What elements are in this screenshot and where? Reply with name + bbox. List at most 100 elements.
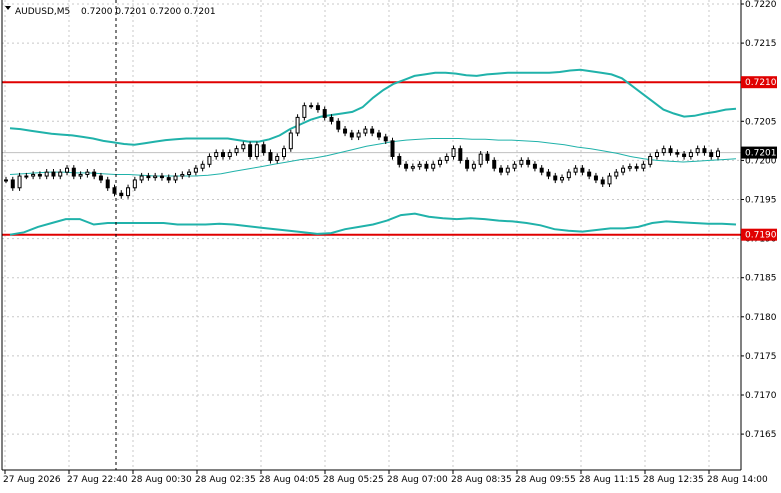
x-tick-label: 28 Aug 12:35 (643, 475, 704, 485)
candle-body (370, 128, 375, 134)
candle-body (695, 148, 700, 154)
y-tick-label: 0.7180 (745, 313, 777, 323)
symbol-timeframe: AUDUSD,M5 (15, 7, 70, 17)
candle-body (539, 167, 544, 173)
candle-body (288, 132, 293, 150)
candle-body (234, 148, 239, 154)
candle-body (173, 175, 178, 181)
level-price-box (741, 76, 777, 89)
candle-body (376, 132, 381, 138)
candle-body (627, 166, 632, 169)
chart-header: AUDUSD,M5 0.7200 0.7201 0.7200 0.7201 (5, 6, 216, 17)
candle-body (159, 175, 164, 179)
candle-body (166, 177, 171, 181)
candle-body (31, 173, 36, 177)
candle-body (526, 159, 531, 165)
candle-body (248, 144, 253, 157)
candle-body (132, 179, 137, 189)
candle-body (688, 152, 693, 157)
candle-body (315, 105, 320, 111)
candle-body (336, 120, 341, 130)
candle-body (634, 166, 639, 169)
candle-body (410, 166, 415, 169)
candle-body (383, 136, 388, 142)
candle-body (621, 167, 626, 173)
candle-body (44, 171, 49, 177)
candle-body (153, 175, 158, 179)
candle-body (451, 148, 456, 157)
candle-body (553, 175, 558, 181)
candle-body (4, 179, 8, 182)
candle-body (485, 153, 490, 161)
current-price-label: 0.7201 (745, 149, 777, 159)
lower-band-line (9, 212, 737, 236)
candle-body (512, 163, 517, 169)
x-tick-label: 28 Aug 11:15 (579, 475, 640, 485)
candle-body (614, 171, 619, 177)
candle-body (505, 167, 510, 173)
candle-body (295, 116, 300, 134)
candle-body (641, 163, 646, 169)
candle-body (112, 187, 117, 194)
candle-body (254, 144, 259, 157)
candle-body (471, 163, 476, 169)
candle-body (546, 171, 551, 177)
x-tick-label: 28 Aug 14:00 (707, 475, 768, 485)
candle-body (675, 152, 680, 155)
candle-body (24, 175, 29, 178)
candle-body (499, 167, 504, 173)
candle-body (478, 153, 483, 165)
price-labels: 0.7210 0.7190 0.7201 (741, 76, 777, 241)
candle-body (241, 144, 246, 150)
candle-body (275, 155, 280, 161)
candle-body (349, 132, 354, 138)
bollinger-bands (9, 68, 737, 236)
candle-body (309, 105, 314, 108)
candles (4, 102, 720, 199)
upper-band-line (9, 68, 737, 146)
x-tick-label: 28 Aug 04:05 (259, 475, 320, 485)
level-price-label: 0.7190 (745, 231, 777, 241)
candle-body (105, 179, 110, 189)
candle-body (404, 163, 409, 169)
candle-body (187, 171, 192, 175)
ohlc-values: 0.7200 0.7201 0.7200 0.7201 (81, 7, 216, 17)
y-tick-label: 0.7185 (745, 274, 777, 284)
candle-body (532, 163, 537, 169)
candle-body (417, 163, 422, 168)
x-tick-label: 27 Aug 22:40 (67, 475, 128, 485)
candle-body (58, 171, 63, 177)
candle-body (444, 155, 449, 161)
y-tick-label: 0.7215 (745, 39, 777, 49)
candle-body (437, 159, 442, 165)
candle-body (465, 159, 470, 169)
candle-body (356, 132, 361, 138)
candle-body (580, 167, 585, 173)
candle-body (214, 152, 219, 157)
y-tick-label: 0.7195 (745, 196, 777, 206)
candle-body (92, 171, 97, 177)
candle-body (37, 173, 42, 177)
candle-body (668, 148, 673, 154)
candle-body (492, 159, 497, 169)
x-tick-label: 28 Aug 09:55 (515, 475, 576, 485)
candle-body (227, 152, 232, 157)
x-tick-label: 28 Aug 08:35 (451, 475, 512, 485)
x-tick-label: 27 Aug 2026 (3, 475, 61, 485)
candle-body (200, 163, 205, 169)
candle-body (661, 148, 666, 154)
candle-body (600, 179, 605, 185)
candle-body (519, 159, 524, 165)
candle-body (10, 179, 15, 189)
candle-body (146, 175, 151, 179)
candle-body (71, 167, 76, 177)
candle-body (51, 171, 56, 177)
candle-body (573, 167, 578, 173)
candle-body (302, 105, 307, 118)
current-price-box (741, 146, 777, 159)
candle-body (78, 173, 83, 177)
y-tick-label: 0.7200 (745, 156, 777, 166)
horizontal-levels[interactable] (2, 81, 741, 236)
